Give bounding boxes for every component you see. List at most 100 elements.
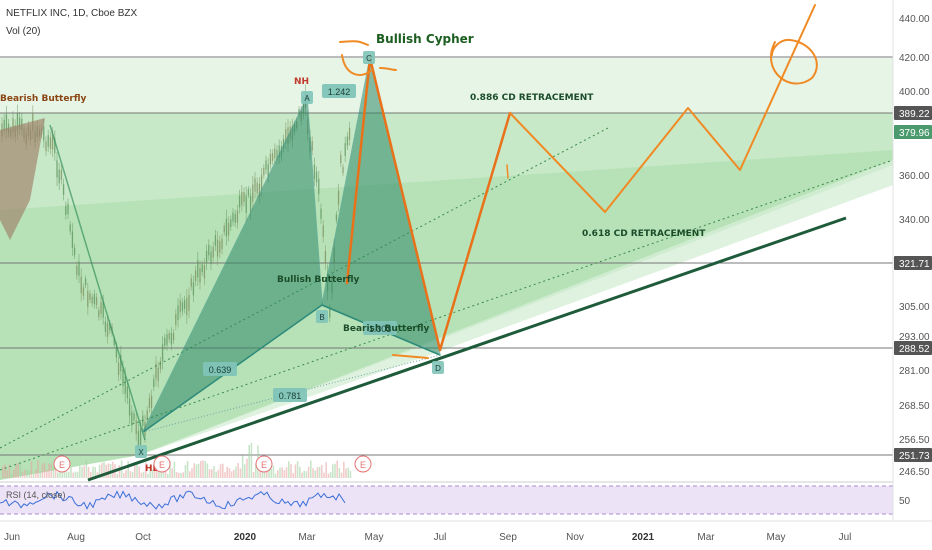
- volume-bar: [162, 471, 165, 478]
- candle-body: [157, 367, 159, 382]
- volume-bar: [79, 465, 81, 478]
- volume-bar: [329, 472, 332, 478]
- candle-body: [214, 235, 217, 246]
- volume-bar: [283, 470, 286, 478]
- candle-body: [115, 347, 118, 358]
- price-tag-text: 321.71: [899, 259, 930, 270]
- candle-body: [179, 299, 181, 313]
- pattern-point-box: [135, 445, 147, 458]
- candle-body: [340, 154, 342, 164]
- volume-bar: [13, 469, 15, 478]
- volume-bar: [65, 471, 68, 478]
- x-tick-label: Mar: [697, 532, 715, 543]
- candle-body: [241, 191, 243, 206]
- volume-bar: [340, 472, 343, 478]
- candle-body: [194, 270, 197, 281]
- candle-body: [18, 117, 21, 129]
- pattern-point-letter: A: [304, 94, 310, 103]
- candle-body: [172, 332, 175, 341]
- volume-bar: [255, 464, 257, 478]
- candle-body: [212, 246, 214, 258]
- candle-body: [274, 148, 276, 159]
- candle-body: [322, 225, 324, 237]
- y-tick-label: 305.00: [899, 302, 930, 313]
- pattern-point-letter: B: [319, 313, 324, 322]
- volume-bar: [305, 471, 308, 478]
- y-tick-label: 360.00: [899, 171, 930, 182]
- volume-bar: [142, 471, 145, 478]
- candle-body: [282, 139, 285, 149]
- candle-body: [267, 164, 269, 177]
- volume-bar: [327, 473, 330, 478]
- volume-bar: [107, 463, 110, 478]
- candle-body: [258, 183, 261, 197]
- candle-body: [91, 296, 93, 304]
- price-tag-text: 389.22: [899, 109, 930, 120]
- candle-body: [236, 210, 239, 223]
- y-tick-label: 420.00: [899, 53, 930, 64]
- candle-body: [265, 160, 267, 170]
- volume-bar: [72, 472, 74, 478]
- small-orange-tick: [506, 164, 509, 179]
- volume-bar: [52, 465, 55, 478]
- price-tag-box: [894, 448, 932, 462]
- volume-bar: [156, 466, 158, 478]
- volume-bar: [28, 470, 30, 478]
- volume-bar: [35, 469, 37, 478]
- candle-body: [122, 369, 124, 387]
- price-tag-box: [894, 256, 932, 270]
- volume-bar: [296, 461, 299, 478]
- candle-body: [148, 398, 151, 408]
- target-circle: [769, 38, 818, 85]
- candle-body: [166, 334, 168, 346]
- annotation-618-retracement: 0.618 CD RETRACEMENT: [582, 229, 706, 239]
- earnings-letter: E: [159, 460, 165, 470]
- candle-body: [62, 184, 65, 195]
- volume-bar: [48, 463, 50, 478]
- ratio-tag-text: 0.781: [279, 391, 302, 401]
- candle-body: [232, 212, 234, 222]
- volume-bar: [195, 464, 198, 478]
- earnings-circle: [153, 455, 171, 473]
- earnings-circle: [354, 455, 372, 473]
- candle-body: [58, 169, 60, 184]
- pattern-point-box: [363, 51, 375, 64]
- candle-body: [89, 293, 91, 300]
- volume-bar: [96, 472, 99, 478]
- volume-bar: [43, 462, 46, 478]
- price-tags: 389.22 379.96 321.71 288.52 251.73: [894, 106, 932, 462]
- volume-bar: [222, 463, 224, 478]
- volume-bar: [98, 464, 101, 478]
- volume-bar: [248, 445, 250, 478]
- rsi-tick-50: 50: [899, 496, 911, 507]
- volume-bar: [279, 467, 281, 478]
- candle-body: [199, 267, 201, 283]
- candle-body: [80, 276, 82, 294]
- volume-bar: [46, 469, 48, 478]
- chart-title: NETFLIX INC, 1D, Cboe BZX: [6, 8, 138, 19]
- volume-bar: [219, 464, 222, 478]
- volume-bar: [167, 473, 169, 478]
- cypher-cd-leg: [345, 56, 512, 352]
- volume-bar: [160, 472, 162, 478]
- candle-body: [5, 114, 8, 131]
- volume-bar: [103, 461, 105, 478]
- pattern-point-a: A: [301, 91, 313, 104]
- volume-bar: [321, 464, 323, 478]
- volume-bar: [307, 466, 310, 478]
- candle-body: [95, 297, 98, 306]
- candle-body: [254, 178, 256, 192]
- candle-body: [329, 308, 331, 318]
- volume-bar: [226, 466, 228, 478]
- price-tag-box: [894, 125, 932, 139]
- candle-body: [87, 290, 89, 308]
- volume-bar: [21, 471, 24, 478]
- candle-body: [238, 195, 241, 208]
- candle-body: [51, 134, 54, 150]
- candle-body: [243, 192, 245, 202]
- ratio-tag: 0.781: [273, 388, 307, 402]
- candle-body: [256, 182, 258, 194]
- volume-bar: [171, 468, 173, 478]
